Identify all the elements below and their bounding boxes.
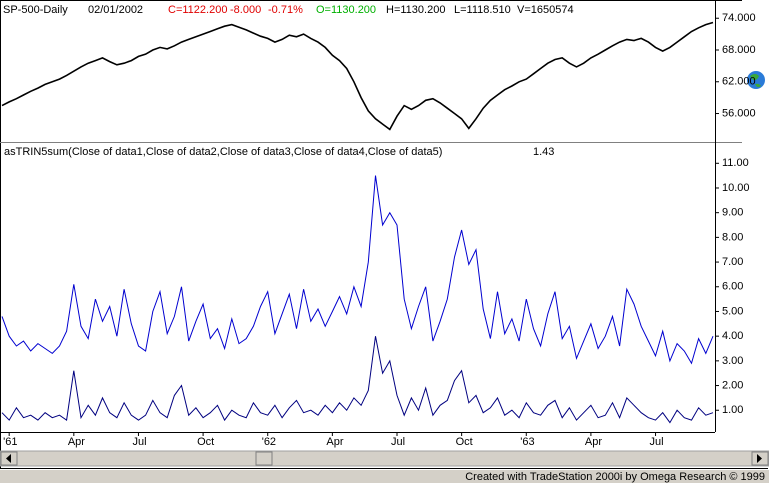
scroll-thumb[interactable] bbox=[255, 451, 273, 466]
y-tick-label: 56.000 bbox=[722, 107, 756, 119]
arrow-right bbox=[757, 454, 762, 463]
y-tick-label: 1.00 bbox=[722, 404, 743, 416]
x-tick-label: '61 bbox=[3, 436, 17, 448]
y-tick-label: 6.00 bbox=[722, 281, 743, 293]
line bbox=[1, 336, 714, 424]
y-tick-label: 11.00 bbox=[722, 157, 749, 169]
y-tick-label: 68.000 bbox=[722, 44, 756, 56]
line bbox=[1, 175, 714, 365]
footer: Created with TradeStation 2000i by Omega… bbox=[465, 471, 765, 483]
x-tick-label: Apr bbox=[326, 436, 343, 448]
x-tick-label: Jul bbox=[132, 436, 146, 448]
x-tick-label: Jul bbox=[650, 436, 664, 448]
indicator-value: 1.43 bbox=[533, 146, 554, 158]
y-tick-label: 2.00 bbox=[722, 379, 743, 391]
chart-background bbox=[0, 0, 769, 470]
header-field: L=1118.510 bbox=[454, 4, 511, 16]
y-tick-label: 10.00 bbox=[722, 182, 750, 194]
y-tick-label: 4.00 bbox=[722, 330, 743, 342]
x-tick-label: Oct bbox=[197, 436, 214, 448]
globe-land bbox=[750, 74, 761, 88]
x-tick-label: '62 bbox=[262, 436, 276, 448]
header-field: 02/01/2002 bbox=[88, 4, 143, 16]
y-tick-label: 9.00 bbox=[722, 207, 743, 219]
y-tick-label: 5.00 bbox=[722, 305, 743, 317]
y-tick-label: 62.000 bbox=[722, 76, 756, 88]
x-tick-label: '63 bbox=[520, 436, 534, 448]
scrollbar[interactable] bbox=[0, 450, 769, 467]
y-tick-label: 3.00 bbox=[722, 355, 743, 367]
y-tick-label: 7.00 bbox=[722, 256, 743, 268]
y-tick-label: 74.000 bbox=[722, 12, 756, 24]
line bbox=[1, 21, 714, 131]
x-tick-label: Jul bbox=[391, 436, 405, 448]
header-field: SP-500-Daily bbox=[3, 4, 68, 16]
header-field: -0.71% bbox=[268, 4, 303, 16]
header-field: -8.000 bbox=[230, 4, 261, 16]
arrow-left bbox=[6, 454, 11, 463]
header-field: O=1130.200 bbox=[316, 4, 376, 16]
indicator-title: asTRIN5sum(Close of data1,Close of data2… bbox=[4, 146, 442, 158]
x-tick-label: Apr bbox=[585, 436, 602, 448]
right-margin bbox=[742, 0, 768, 468]
header-field: H=1130.200 bbox=[386, 4, 445, 16]
y-tick-label: 8.00 bbox=[722, 231, 743, 243]
header-field: V=1650574 bbox=[517, 4, 574, 16]
header-field: C=1122.200 bbox=[168, 4, 227, 16]
x-tick-label: Apr bbox=[68, 436, 85, 448]
x-tick-label: Oct bbox=[456, 436, 473, 448]
